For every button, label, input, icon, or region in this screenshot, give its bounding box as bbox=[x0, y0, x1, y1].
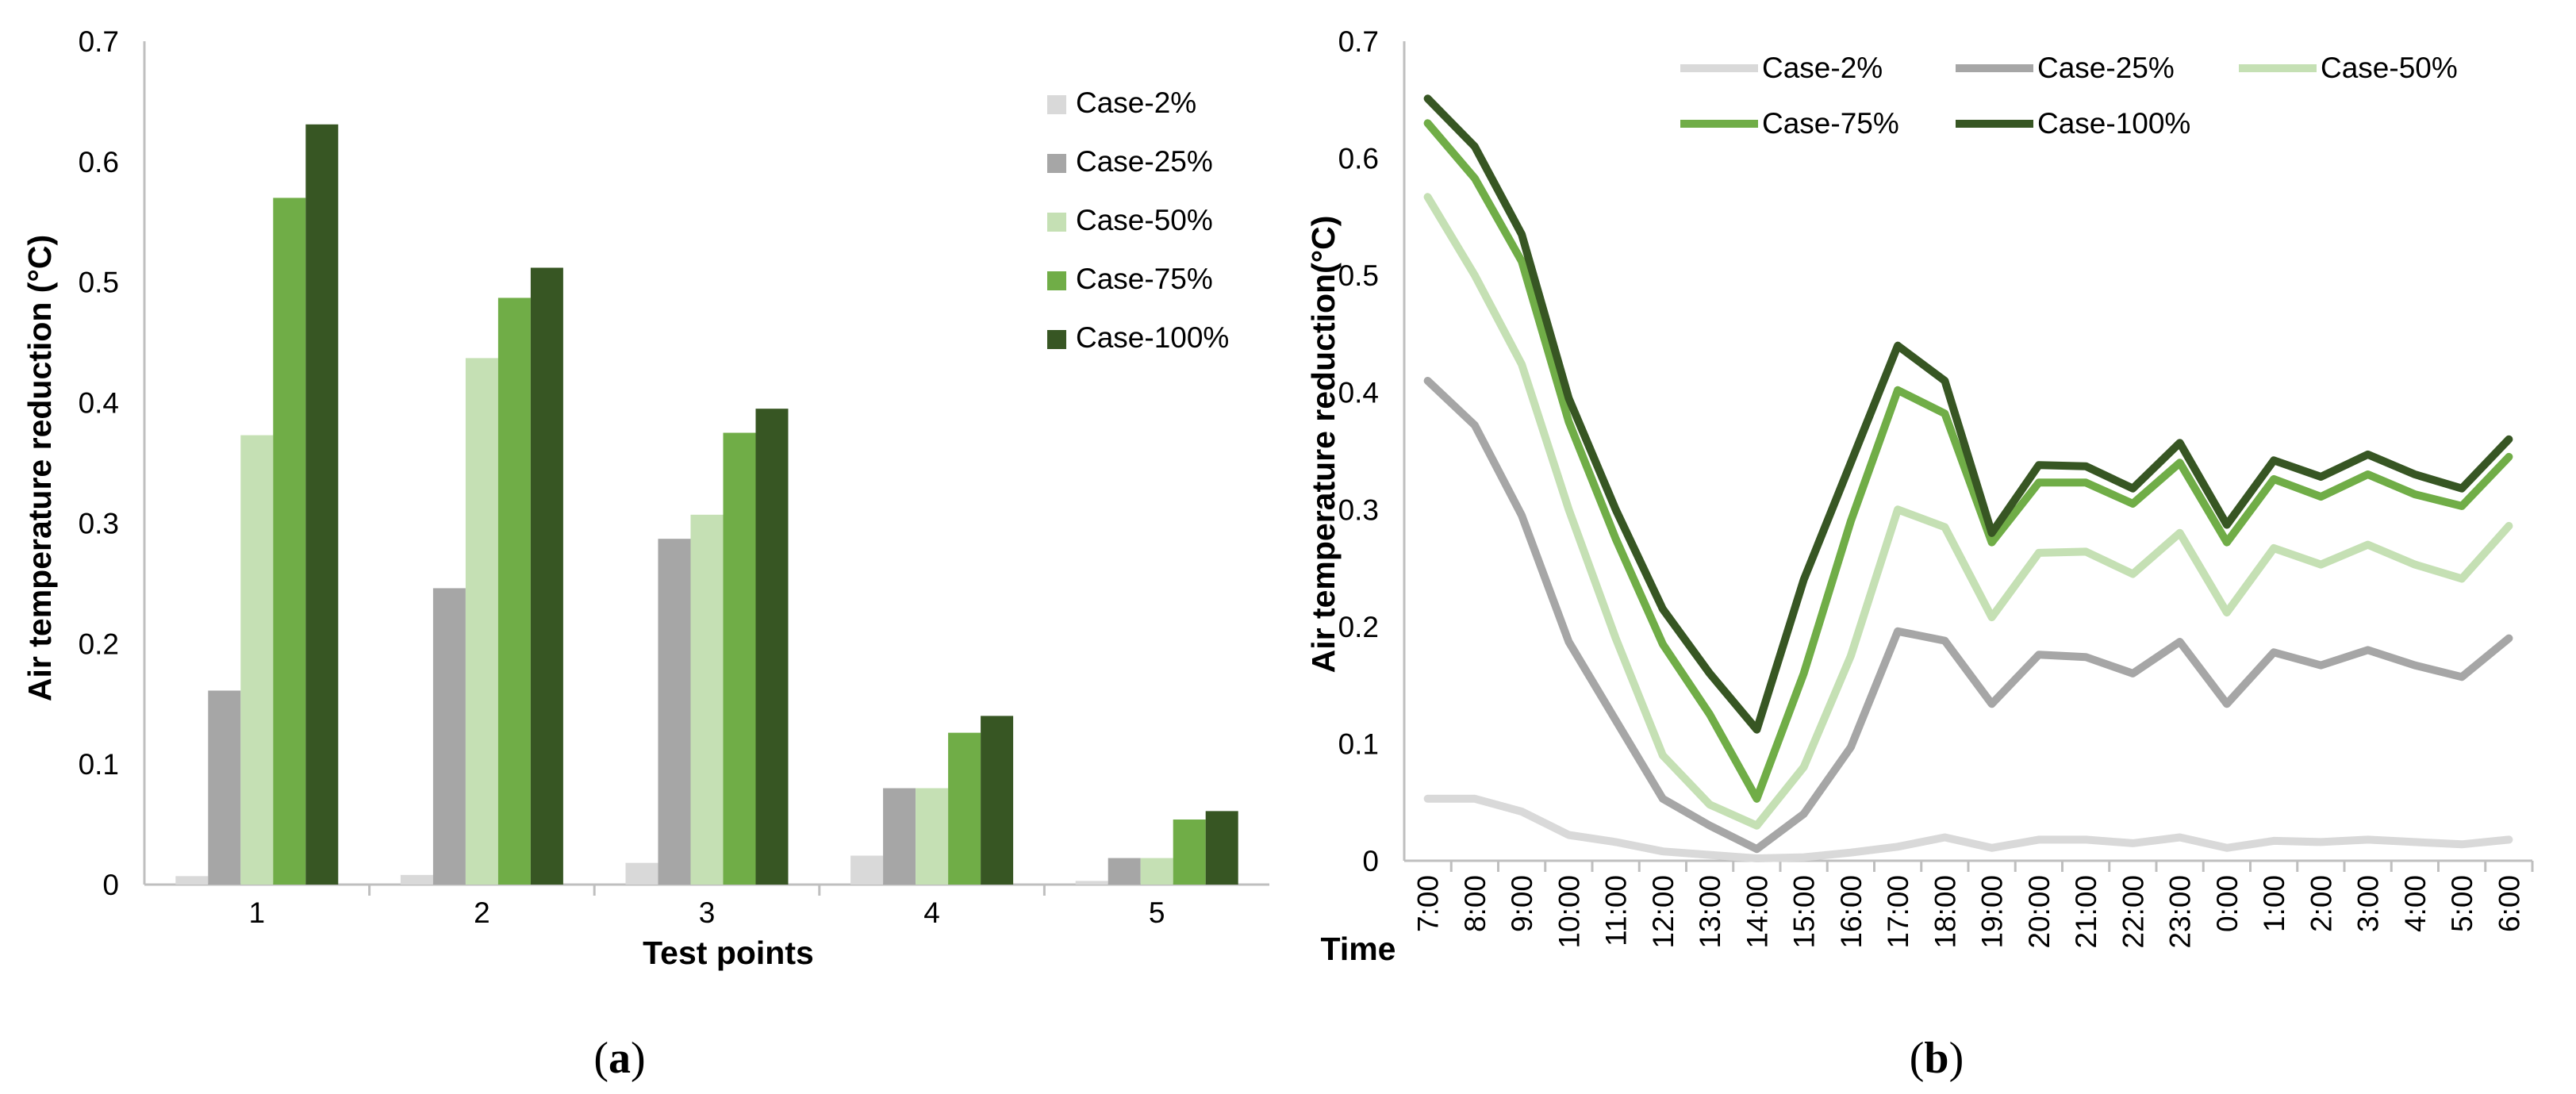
bar-case-25% bbox=[432, 588, 466, 885]
y-axis-label-b: Air temperature reduction(°C) bbox=[1305, 216, 1342, 674]
bar-case-75% bbox=[948, 732, 981, 885]
y-tick-label-a: 0.6 bbox=[79, 146, 119, 178]
bar-case-25% bbox=[208, 690, 241, 885]
bar-case-50% bbox=[916, 788, 949, 885]
legend-swatch-a bbox=[1047, 154, 1066, 173]
bar-case-100% bbox=[530, 267, 563, 885]
bar-case-50% bbox=[465, 358, 498, 885]
x-tick-label-b: 16:00 bbox=[1835, 875, 1868, 949]
y-tick-label-a: 0.5 bbox=[79, 267, 119, 299]
x-tick-label-b: 14:00 bbox=[1741, 875, 1773, 949]
x-tick-label-a: 4 bbox=[923, 896, 940, 929]
x-tick-label-b: 4:00 bbox=[2399, 875, 2432, 932]
panel-label-b: (b) bbox=[1910, 1034, 1964, 1083]
x-tick-label-b: 1:00 bbox=[2258, 875, 2290, 932]
bar-case-25% bbox=[883, 788, 916, 885]
bar-case-2% bbox=[1075, 881, 1108, 885]
bar-case-2% bbox=[400, 874, 433, 885]
bar-case-100% bbox=[305, 124, 339, 885]
x-axis-label-b: Time bbox=[1321, 931, 1396, 967]
bar-case-25% bbox=[658, 539, 691, 885]
x-tick-label-b: 18:00 bbox=[1929, 875, 1961, 949]
bar-case-2% bbox=[850, 855, 884, 885]
x-tick-label-b: 7:00 bbox=[1412, 875, 1445, 932]
bar-case-75% bbox=[723, 432, 756, 885]
x-tick-label-b: 17:00 bbox=[1882, 875, 1914, 949]
y-tick-label-b: 0 bbox=[1362, 845, 1379, 877]
x-tick-label-b: 9:00 bbox=[1506, 875, 1538, 932]
y-tick-label-a: 0.1 bbox=[79, 748, 119, 781]
line-chart-panel-b: 0 0.1 0.2 0.3 0.4 0.5 0.6 0.7 7:00 8:00 9:00 10:00… bbox=[1305, 25, 2534, 1083]
y-tick-label-a: 0 bbox=[102, 869, 119, 901]
x-tick-label-b: 19:00 bbox=[1976, 875, 2009, 949]
x-tick-label-b: 10:00 bbox=[1553, 875, 1585, 949]
bar-chart-panel-a: 0 0.1 0.2 0.3 0.4 0.5 0.6 0.7 1 2 3 4 5 Case-2% Case… bbox=[21, 25, 1269, 1083]
legend-label-a: Case-50% bbox=[1076, 204, 1213, 236]
legend-swatch-a bbox=[1047, 271, 1066, 290]
y-tick-label-b: 0.3 bbox=[1338, 493, 1379, 526]
x-tick-label-b: 22:00 bbox=[2117, 875, 2149, 949]
bar-case-100% bbox=[1205, 811, 1238, 885]
line-case-100% bbox=[1423, 94, 2513, 734]
legend-label-b: Case-25% bbox=[2037, 52, 2175, 84]
x-tick-label-b: 12:00 bbox=[1647, 875, 1680, 949]
bar-case-50% bbox=[240, 435, 274, 885]
legend-swatch-a bbox=[1047, 95, 1066, 114]
x-tick-label-b: 3:00 bbox=[2352, 875, 2385, 932]
legend-label-b: Case-75% bbox=[1762, 107, 1899, 140]
bar-case-50% bbox=[690, 514, 724, 885]
x-tick-label-b: 20:00 bbox=[2023, 875, 2056, 949]
x-tick-label-b: 21:00 bbox=[2070, 875, 2102, 949]
panel-label-a: (a) bbox=[593, 1034, 645, 1083]
y-tick-label-a: 0.3 bbox=[79, 507, 119, 539]
x-tick-label-b: 23:00 bbox=[2164, 875, 2197, 949]
bar-case-75% bbox=[1173, 819, 1206, 885]
y-tick-label-b: 0.2 bbox=[1338, 611, 1379, 643]
legend-label-a: Case-100% bbox=[1076, 321, 1229, 354]
bar-case-100% bbox=[755, 409, 789, 885]
legend-label-b: Case-50% bbox=[2321, 52, 2458, 84]
y-tick-label-a: 0.4 bbox=[79, 387, 119, 420]
bar-case-25% bbox=[1108, 858, 1141, 885]
line-case-75% bbox=[1423, 119, 2513, 803]
line-case-25% bbox=[1423, 377, 2513, 854]
bar-case-100% bbox=[981, 716, 1014, 885]
x-tick-label-b: 8:00 bbox=[1459, 875, 1491, 932]
x-tick-label-a: 5 bbox=[1149, 896, 1165, 929]
y-tick-label-b: 0.4 bbox=[1338, 377, 1379, 409]
x-tick-label-b: 5:00 bbox=[2446, 875, 2478, 932]
x-tick-label-b: 15:00 bbox=[1788, 875, 1821, 949]
x-tick-label-a: 2 bbox=[474, 896, 490, 929]
x-tick-label-b: 2:00 bbox=[2305, 875, 2337, 932]
legend-swatch-a bbox=[1047, 213, 1066, 232]
legend-label-b: Case-100% bbox=[2037, 107, 2190, 140]
bar-case-75% bbox=[497, 297, 531, 885]
legend-label-b: Case-2% bbox=[1762, 52, 1883, 84]
x-axis-label-a: Test points bbox=[643, 935, 814, 971]
y-tick-label-b: 0.6 bbox=[1338, 143, 1379, 175]
bar-case-50% bbox=[1140, 858, 1173, 885]
x-tick-label-b: 0:00 bbox=[2211, 875, 2244, 932]
y-tick-label-b: 0.1 bbox=[1338, 727, 1379, 760]
y-tick-label-b: 0.5 bbox=[1338, 259, 1379, 292]
line-case-50% bbox=[1423, 193, 2513, 830]
y-axis-label-a: Air temperature reduction (°C) bbox=[21, 235, 58, 701]
line-case-2% bbox=[1423, 794, 2513, 862]
y-tick-label-b: 0.7 bbox=[1338, 25, 1379, 58]
y-tick-label-a: 0.2 bbox=[79, 628, 119, 660]
legend-label-a: Case-2% bbox=[1076, 86, 1196, 119]
legend-swatch-a bbox=[1047, 330, 1066, 349]
x-tick-label-a: 3 bbox=[699, 896, 716, 929]
y-tick-label-a: 0.7 bbox=[79, 25, 119, 58]
bar-case-75% bbox=[273, 198, 306, 885]
x-tick-label-a: 1 bbox=[249, 896, 266, 929]
x-tick-label-b: 6:00 bbox=[2493, 875, 2525, 932]
bar-case-2% bbox=[625, 862, 658, 885]
bar-case-2% bbox=[175, 876, 209, 885]
x-tick-label-b: 11:00 bbox=[1600, 875, 1633, 946]
legend-label-a: Case-75% bbox=[1076, 263, 1213, 295]
legend-label-a: Case-25% bbox=[1076, 145, 1213, 178]
x-tick-label-b: 13:00 bbox=[1694, 875, 1726, 949]
